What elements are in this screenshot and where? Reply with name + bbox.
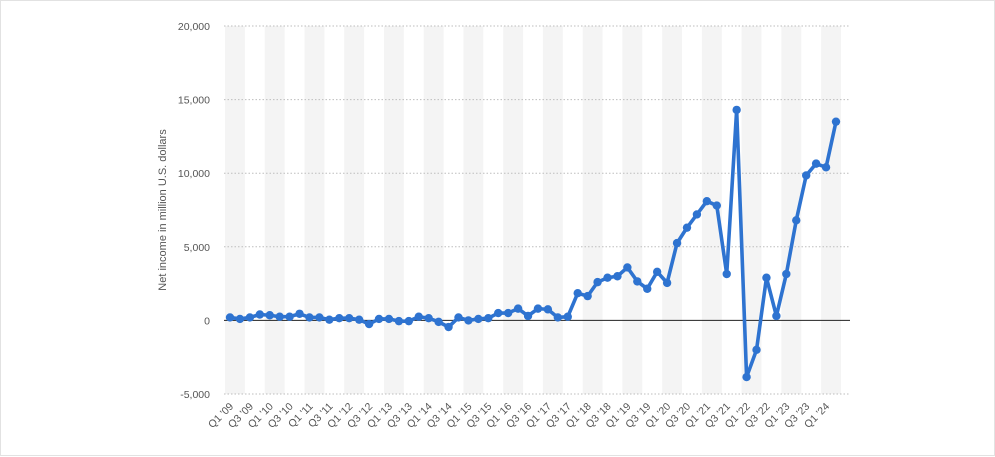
data-point (454, 313, 463, 322)
column-band (701, 26, 722, 394)
data-point (354, 315, 364, 324)
column-band (622, 26, 643, 394)
data-point (613, 272, 622, 281)
data-point (623, 263, 632, 272)
data-point (503, 308, 513, 318)
data-point (404, 316, 414, 326)
data-point (325, 315, 334, 324)
data-point (424, 313, 433, 323)
data-point (434, 317, 443, 327)
column-band (781, 26, 802, 394)
data-point (225, 313, 235, 322)
y-tick-label: 15,000 (178, 95, 210, 107)
data-point (494, 308, 503, 318)
data-point (265, 311, 274, 320)
data-point (652, 267, 662, 277)
data-point (633, 277, 642, 286)
y-tick-label: 20,000 (178, 21, 210, 33)
y-tick-label: 10,000 (178, 168, 210, 180)
data-points (225, 105, 841, 382)
column-band (741, 26, 762, 394)
data-point (444, 322, 453, 332)
y-tick-label: 0 (204, 315, 210, 327)
data-point (762, 273, 771, 282)
column-band (582, 26, 603, 394)
data-point (603, 273, 612, 282)
data-point (255, 310, 265, 319)
data-point (583, 291, 592, 301)
column-band (423, 26, 444, 394)
data-point (563, 312, 572, 321)
column-band (304, 26, 325, 394)
data-point (732, 105, 741, 115)
data-point (573, 288, 582, 298)
data-point (821, 163, 831, 172)
data-point (662, 278, 672, 288)
column-band (821, 26, 841, 394)
data-point (712, 201, 721, 210)
data-point (474, 314, 483, 324)
data-point (543, 305, 553, 314)
data-point (722, 269, 731, 279)
data-point (553, 313, 563, 322)
data-point (682, 223, 692, 232)
column-band (225, 26, 245, 394)
data-point (245, 313, 255, 322)
data-point (513, 304, 523, 313)
column-band (383, 26, 404, 394)
data-point (672, 238, 682, 248)
data-point (782, 269, 791, 279)
data-point (285, 312, 294, 321)
data-point (305, 313, 314, 322)
y-tick-label: -5,000 (180, 389, 210, 401)
data-point (742, 372, 751, 382)
data-point (315, 313, 324, 322)
data-point (643, 284, 652, 293)
data-point (374, 314, 384, 324)
column-bands (225, 26, 841, 394)
data-point (345, 313, 354, 323)
data-point (335, 313, 344, 323)
data-point (593, 277, 602, 287)
data-point (414, 312, 423, 321)
data-point (702, 196, 712, 206)
data-point (364, 319, 374, 329)
column-band (662, 26, 683, 394)
data-point (523, 311, 533, 321)
data-point (801, 171, 811, 180)
data-point (533, 304, 543, 313)
data-point (384, 314, 394, 324)
y-axis-title: Net income in million U.S. dollars (157, 129, 169, 291)
data-point (464, 316, 473, 325)
column-band (463, 26, 484, 394)
data-point (792, 216, 801, 225)
data-point (772, 311, 781, 321)
y-axis-ticks: 20,000 15,000 10,000 5,000 0 -5,000 (178, 21, 210, 401)
data-point (831, 117, 841, 126)
data-point (811, 159, 821, 168)
data-point (484, 313, 493, 323)
data-point (235, 314, 245, 324)
data-point (752, 345, 761, 355)
data-point (295, 309, 304, 318)
column-band (264, 26, 285, 394)
column-band (344, 26, 365, 394)
data-point (275, 312, 284, 321)
y-tick-label: 5,000 (184, 242, 210, 254)
column-band (503, 26, 524, 394)
column-band (542, 26, 563, 394)
data-point (692, 210, 702, 219)
data-point (394, 316, 404, 326)
